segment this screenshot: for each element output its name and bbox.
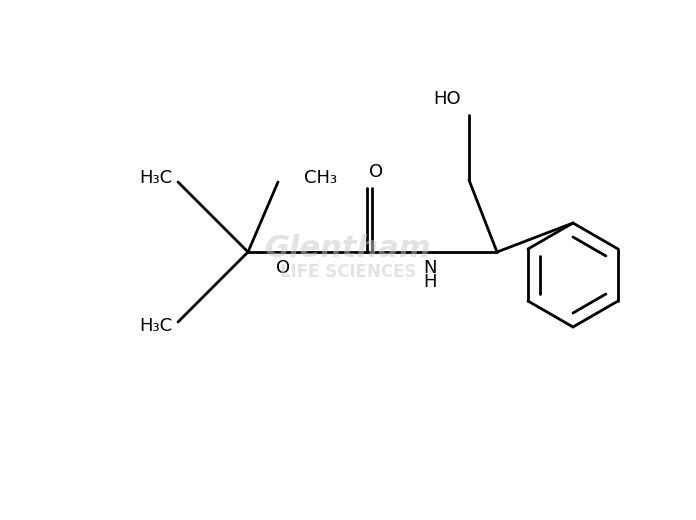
Text: N: N (423, 259, 437, 277)
Text: H: H (423, 273, 437, 291)
Text: H₃C: H₃C (139, 169, 172, 187)
Text: LIFE SCIENCES: LIFE SCIENCES (280, 263, 416, 281)
Text: O: O (276, 259, 290, 277)
Text: Glentham: Glentham (264, 233, 432, 263)
Text: CH₃: CH₃ (304, 169, 337, 187)
Text: O: O (369, 163, 383, 181)
Text: H₃C: H₃C (139, 317, 172, 335)
Text: HO: HO (433, 90, 461, 108)
